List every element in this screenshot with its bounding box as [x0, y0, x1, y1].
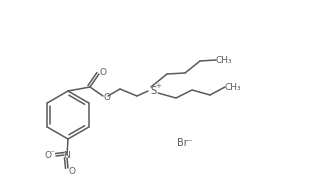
Text: O: O [104, 92, 110, 102]
Text: Br⁻: Br⁻ [177, 138, 193, 148]
Text: O: O [44, 151, 52, 159]
Text: CH₃: CH₃ [216, 56, 232, 65]
Text: N: N [64, 151, 70, 159]
Text: S: S [150, 86, 156, 96]
Text: +: + [155, 83, 161, 89]
Text: –: – [50, 148, 54, 154]
Text: O: O [100, 68, 106, 77]
Text: O: O [69, 167, 75, 176]
Text: CH₃: CH₃ [225, 83, 241, 92]
